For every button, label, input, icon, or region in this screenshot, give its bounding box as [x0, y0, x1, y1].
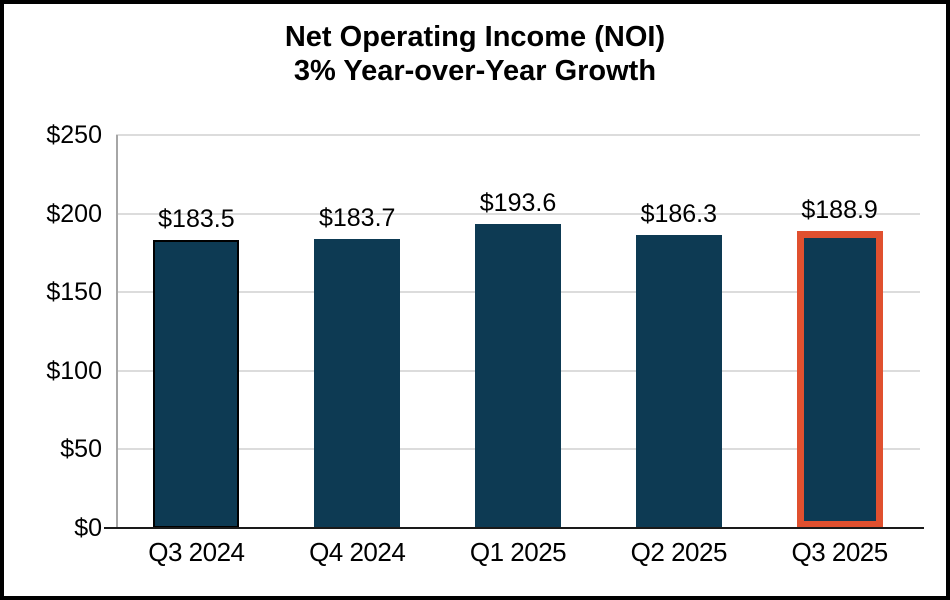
bar-value-label: $193.6 [479, 189, 557, 217]
x-tick-label: Q4 2024 [309, 537, 406, 567]
bar-q3-2025 [796, 231, 883, 528]
y-axis-line [116, 135, 118, 528]
x-tick-label: Q1 2025 [469, 537, 567, 567]
chart-title: Net Operating Income (NOI) [284, 21, 666, 53]
bar-value-label: $186.3 [640, 200, 718, 228]
x-tick-label: Q2 2025 [630, 537, 728, 567]
gridline [116, 134, 920, 136]
bar-q3-2024 [153, 240, 240, 528]
chart-title-block: Net Operating Income (NOI) 3% Year-over-… [4, 20, 946, 88]
bar-value-label: $183.5 [158, 205, 235, 233]
y-tick-label: $150 [46, 278, 102, 307]
y-tick-label: $50 [60, 435, 102, 464]
y-tick-label: $100 [46, 356, 102, 385]
x-tick-label: Q3 2024 [148, 537, 245, 567]
chart-subtitle: 3% Year-over-Year Growth [293, 55, 657, 87]
bar-value-label: $188.9 [801, 196, 878, 224]
y-tick-label: $250 [46, 121, 102, 149]
x-axis-line [104, 527, 924, 529]
bar-value-label: $183.7 [318, 204, 396, 232]
bar-q4-2024 [314, 239, 401, 528]
gridline [116, 212, 920, 215]
x-tick-label: Q3 2025 [791, 537, 888, 567]
y-tick-label: $200 [46, 199, 102, 228]
bar-q2-2025 [635, 235, 722, 528]
plot-area: $0 $50 $100 $150 $200 $250 $183.5 Q3 2024 $183.7… [4, 4, 946, 596]
bar-q1-2025 [475, 224, 561, 528]
y-tick-label: $0 [74, 514, 102, 542]
